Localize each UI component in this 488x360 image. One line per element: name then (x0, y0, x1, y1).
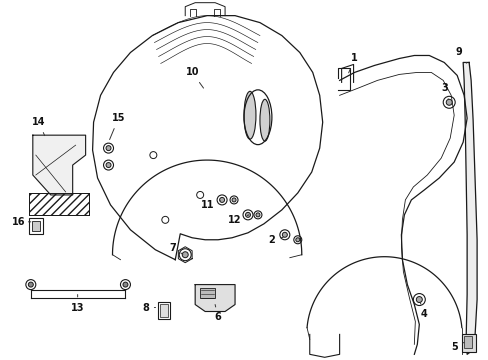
Text: 10: 10 (185, 67, 203, 88)
Text: 13: 13 (71, 294, 84, 312)
Text: 7: 7 (168, 243, 183, 254)
Text: 16: 16 (12, 217, 31, 227)
Text: 2: 2 (268, 235, 283, 245)
Ellipse shape (244, 91, 255, 139)
Bar (158, 302, 170, 319)
Text: 12: 12 (228, 215, 248, 225)
Text: 9: 9 (455, 48, 466, 63)
Circle shape (106, 146, 111, 150)
Text: 1: 1 (348, 54, 357, 73)
Text: 14: 14 (32, 117, 45, 136)
Bar (200, 288, 215, 298)
Circle shape (295, 238, 299, 242)
Text: 4: 4 (419, 302, 427, 319)
Bar (29, 218, 42, 234)
Bar (29, 193, 88, 215)
Circle shape (219, 197, 224, 202)
Polygon shape (33, 135, 85, 195)
Bar (32, 221, 40, 231)
Text: 8: 8 (142, 302, 155, 312)
Circle shape (106, 163, 111, 167)
Circle shape (232, 198, 236, 202)
Text: 11: 11 (201, 200, 220, 210)
Circle shape (245, 212, 250, 217)
Polygon shape (195, 285, 235, 311)
Text: 3: 3 (441, 84, 447, 100)
Text: 15: 15 (109, 113, 125, 140)
Bar (463, 336, 471, 348)
Circle shape (446, 99, 451, 105)
Bar (461, 334, 475, 352)
Circle shape (282, 232, 287, 237)
Circle shape (182, 252, 188, 258)
Circle shape (255, 213, 260, 217)
Circle shape (28, 282, 33, 287)
Ellipse shape (260, 99, 269, 141)
Text: 5: 5 (450, 342, 463, 352)
Circle shape (122, 282, 128, 287)
Polygon shape (462, 62, 476, 354)
Circle shape (415, 297, 422, 302)
Text: 6: 6 (214, 305, 221, 323)
Bar (160, 303, 168, 318)
